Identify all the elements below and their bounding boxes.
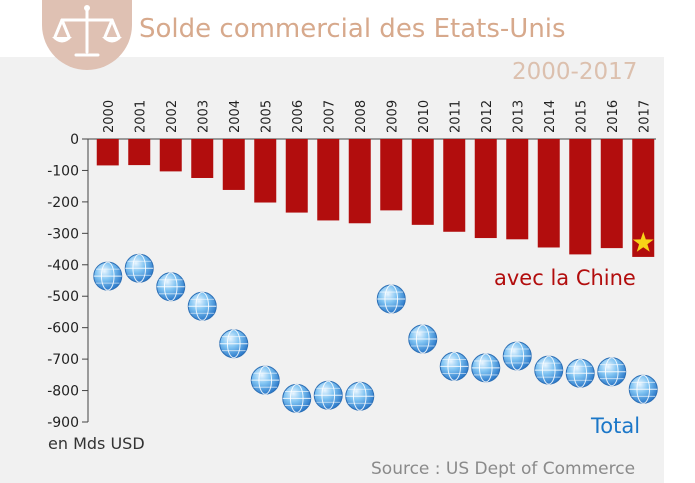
bar-china-2011 [443, 139, 466, 232]
unit-label: en Mds USD [48, 434, 145, 453]
series-label-total: Total [591, 414, 641, 438]
bar-china-2012 [474, 139, 497, 239]
globe-icon [597, 357, 627, 387]
y-tick-label: -400 [47, 258, 79, 274]
globe-icon [187, 291, 217, 321]
globe-icon [156, 272, 186, 302]
x-tick-label: 2017 [637, 100, 652, 133]
bar-china-2007 [317, 139, 340, 221]
chart-title: Solde commercial des Etats-Unis [139, 14, 566, 44]
series-label-china: avec la Chine [494, 266, 636, 290]
bar-china-2009 [380, 139, 403, 211]
x-tick-label: 2006 [291, 100, 306, 133]
bar-china-2016 [600, 139, 623, 249]
bar-china-2017 [632, 139, 655, 257]
x-tick-label: 2012 [480, 100, 495, 133]
logo-badge [42, 0, 132, 70]
globe-icon [219, 329, 249, 359]
globe-icon [124, 253, 154, 283]
x-tick-label: 2001 [133, 100, 148, 133]
y-tick-label: -500 [47, 289, 79, 305]
x-tick-label: 2014 [543, 100, 558, 133]
y-tick-label: -100 [47, 163, 79, 179]
globe-icon [345, 381, 375, 411]
globe-icon [628, 374, 658, 404]
chart-period: 2000-2017 [512, 59, 638, 85]
y-tick-label: -700 [47, 352, 79, 368]
globe-icon [502, 341, 532, 371]
bar-china-2004 [222, 139, 245, 190]
globe-icon [439, 351, 469, 381]
globe-icon [471, 353, 501, 383]
bar-china-2002 [159, 139, 182, 172]
x-tick-label: 2016 [606, 100, 621, 133]
x-tick-label: 2009 [385, 100, 400, 133]
y-tick-label: -600 [47, 321, 79, 337]
bar-china-2014 [537, 139, 560, 248]
bar-china-2001 [128, 139, 151, 166]
x-tick-label: 2008 [354, 100, 369, 133]
globe-icon [313, 380, 343, 410]
globe-icon [282, 383, 312, 413]
globe-icon [250, 365, 280, 395]
bar-china-2003 [191, 139, 214, 178]
x-tick-label: 2007 [322, 100, 337, 133]
x-tick-label: 2002 [165, 100, 180, 133]
y-tick-label: 0 [70, 132, 79, 148]
x-tick-label: 2003 [196, 100, 211, 133]
globe-icon [565, 358, 595, 388]
y-tick-label: -900 [47, 415, 79, 431]
bar-china-2010 [411, 139, 434, 225]
bar-china-2006 [285, 139, 308, 213]
bar-china-2000 [96, 139, 119, 166]
x-tick-label: 2005 [259, 100, 274, 133]
y-tick-label: -300 [47, 226, 79, 242]
globe-icon [93, 261, 123, 291]
x-tick-label: 2013 [511, 100, 526, 133]
y-tick-label: -800 [47, 384, 79, 400]
y-tick-label: -200 [47, 195, 79, 211]
globe-icon [408, 324, 438, 354]
source-label: Source : US Dept of Commerce [371, 459, 636, 479]
globe-icon [534, 355, 564, 385]
x-tick-label: 2000 [102, 100, 117, 133]
x-tick-label: 2010 [417, 100, 432, 133]
bar-china-2005 [254, 139, 277, 203]
x-tick-label: 2015 [574, 100, 589, 133]
star-icon [632, 231, 654, 252]
scales-of-justice-icon [52, 5, 122, 57]
bar-china-2013 [506, 139, 529, 240]
globe-icon [376, 284, 406, 314]
x-tick-label: 2011 [448, 100, 463, 133]
bar-china-2015 [569, 139, 592, 255]
bar-china-2008 [348, 139, 371, 224]
x-tick-label: 2004 [228, 100, 243, 133]
